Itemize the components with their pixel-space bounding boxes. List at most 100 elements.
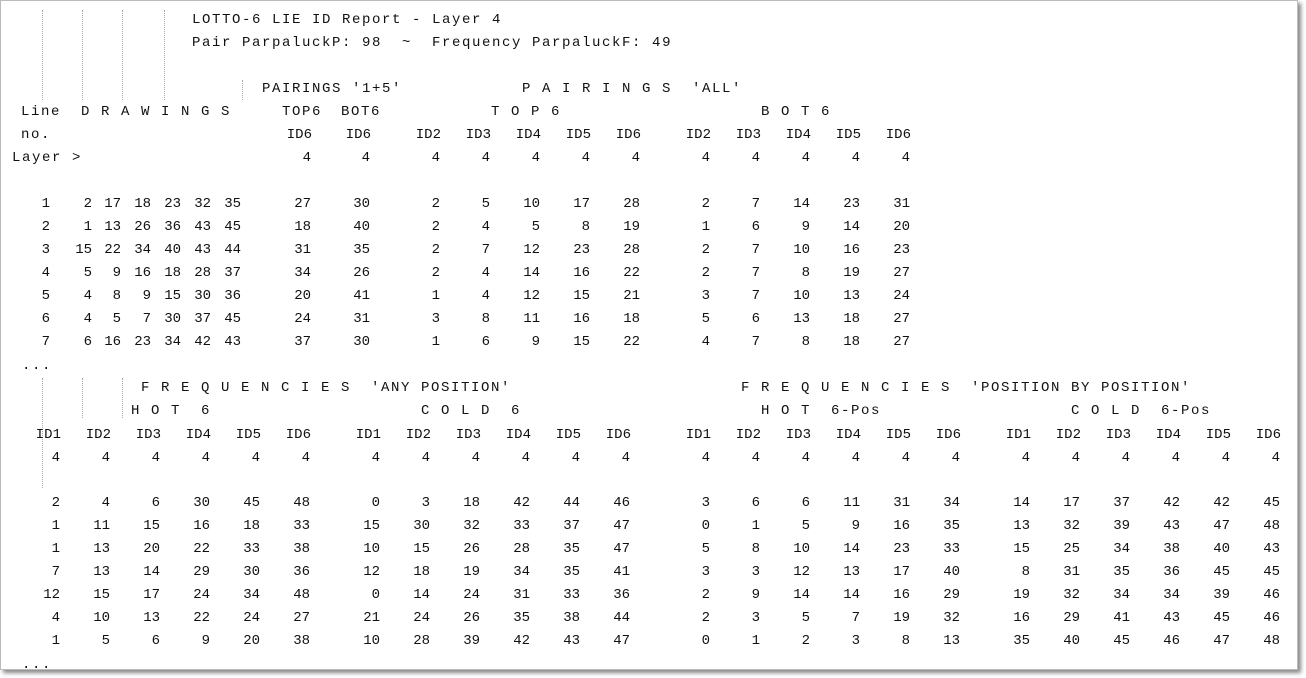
cell: 39 [1113,518,1130,534]
cell: 35 [1113,564,1130,580]
cell: 34 [1113,541,1130,557]
cell: 23 [893,242,910,258]
cell: 34 [294,265,311,281]
cell: 0 [701,518,710,534]
cell: 18 [843,311,860,327]
cell: 46 [1263,610,1280,626]
cell: 6 [41,311,50,327]
column-heading: ID4 [1155,427,1181,443]
cell: 2 [431,219,440,235]
cell: 26 [463,610,480,626]
cell: 38 [563,610,580,626]
cell: 2 [701,610,710,626]
cell: 42 [513,633,530,649]
cell: 33 [513,518,530,534]
column-heading: ID4 [785,127,811,143]
cell: 16 [893,587,910,603]
cell: 10 [363,633,380,649]
cell: 1 [41,196,50,212]
cell: 22 [623,265,640,281]
column-heading: ID2 [1055,427,1081,443]
cell: 9 [112,265,121,281]
cell: 5 [701,541,710,557]
cell: 30 [413,518,430,534]
cell: 4 [481,219,490,235]
column-heading: Line [21,104,62,120]
cell: 47 [1213,518,1230,534]
layer-value: 4 [481,150,490,166]
subtitle: Pair ParpaluckP: 98 ~ Frequency Parpaluc… [192,35,673,51]
cell: 4 [701,334,710,350]
layer-value: 4 [631,150,640,166]
cell: 9 [201,633,210,649]
cell: 34 [134,242,151,258]
cell: 28 [194,265,211,281]
cell: 3 [701,495,710,511]
cell: 13 [793,311,810,327]
layer-value: 4 [701,450,710,466]
ellipsis: ... [22,657,53,673]
cell: 45 [1263,495,1280,511]
cell: 0 [701,633,710,649]
cell: 13 [843,564,860,580]
cell: 6 [751,495,760,511]
cell: 44 [563,495,580,511]
cell: 0 [371,495,380,511]
column-heading: ID2 [415,127,441,143]
cell: 3 [701,288,710,304]
cell: 21 [623,288,640,304]
cell: 19 [463,564,480,580]
cell: 14 [523,265,540,281]
cell: 17 [104,196,121,212]
cell: 6 [481,334,490,350]
cell: 7 [751,265,760,281]
cell: 14 [1013,495,1030,511]
cell: 1 [51,541,60,557]
column-heading: ID1 [35,427,61,443]
cell: 4 [41,265,50,281]
cell: 8 [1021,564,1030,580]
cell: 45 [1113,633,1130,649]
cell: 48 [1263,633,1280,649]
cell: 28 [513,541,530,557]
cell: 37 [563,518,580,534]
cell: 7 [142,311,151,327]
cell: 35 [563,541,580,557]
cell: 10 [363,541,380,557]
layer-value: 4 [751,150,760,166]
group-heading: H O T 6-Pos [761,403,882,419]
cell: 14 [793,587,810,603]
cell: 5 [101,633,110,649]
cell: 27 [293,610,310,626]
cell: 10 [523,196,540,212]
cell: 18 [164,265,181,281]
cell: 43 [194,219,211,235]
layer-value: 4 [51,450,60,466]
cell: 24 [413,610,430,626]
cell: 3 [701,564,710,580]
cell: 7 [481,242,490,258]
column-heading: ID6 [345,127,371,143]
cell: 7 [751,288,760,304]
cell: 35 [943,518,960,534]
cell: 26 [134,219,151,235]
layer-value: 4 [1121,450,1130,466]
cell: 16 [1013,610,1030,626]
layer-value: 4 [1021,450,1030,466]
cell: 31 [294,242,311,258]
cell: 16 [193,518,210,534]
column-heading: no. [21,127,52,143]
cell: 8 [901,633,910,649]
cell: 12 [523,242,540,258]
rule [82,378,83,418]
cell: 43 [1163,518,1180,534]
layer-value: 4 [1071,450,1080,466]
column-heading: ID6 [286,127,312,143]
cell: 45 [1213,610,1230,626]
cell: 3 [41,242,50,258]
cell: 4 [83,311,92,327]
cell: 23 [164,196,181,212]
layer-value: 4 [521,450,530,466]
cell: 10 [793,242,810,258]
layer-value: 4 [901,450,910,466]
